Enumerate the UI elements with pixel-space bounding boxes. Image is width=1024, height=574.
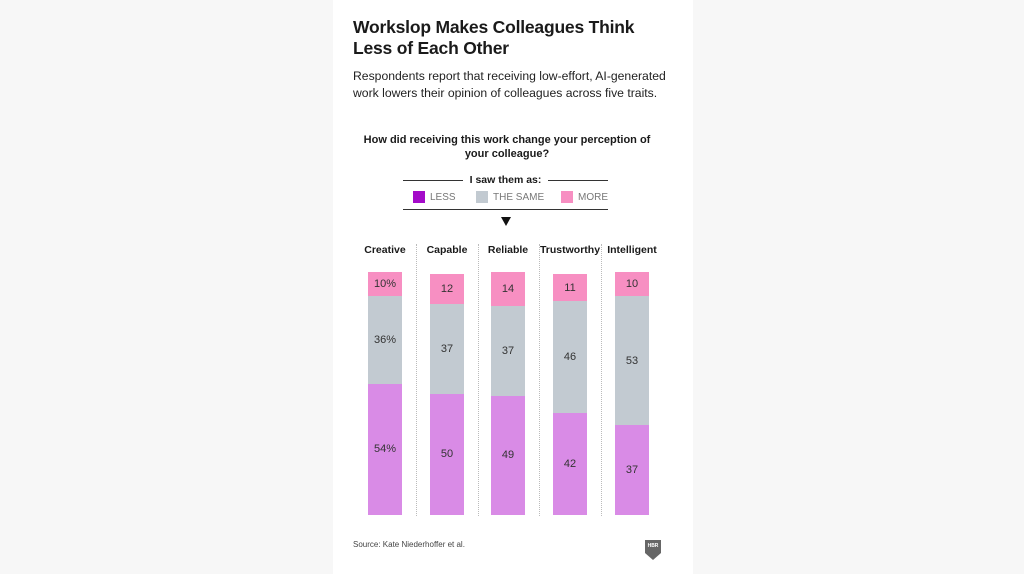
bar-segment-less-reliable: 49 <box>491 395 525 515</box>
chart-subtitle: Respondents report that receiving low-ef… <box>353 69 666 100</box>
bar-segment-less-creative: 54% <box>368 383 402 515</box>
chart-title: Workslop Makes Colleagues Think Less of … <box>353 17 635 58</box>
legend-swatch-less <box>413 191 425 203</box>
column-divider <box>416 244 417 516</box>
bar-segment-more-intelligent: 10 <box>615 272 649 297</box>
category-label-intelligent: Intelligent <box>607 244 657 256</box>
bar-reliable: 49 37 14 <box>491 272 525 515</box>
bar-trustworthy: 42 46 11 <box>553 272 587 515</box>
hbr-logo-text: HBR <box>648 543 659 549</box>
category-label-trustworthy: Trustworthy <box>539 244 601 256</box>
column-divider <box>601 244 602 516</box>
bar-segment-more-reliable: 14 <box>491 272 525 307</box>
legend-swatch-more <box>561 191 573 203</box>
legend-swatch-same <box>476 191 488 203</box>
legend-label-more: MORE <box>578 191 608 203</box>
legend-heading-text: I saw them as: <box>465 174 546 186</box>
legend-label-less: LESS <box>430 191 456 203</box>
bar-segment-the-same-reliable: 37 <box>491 306 525 396</box>
bar-intelligent: 37 53 10 <box>615 272 649 515</box>
legend-rule-left <box>403 180 463 181</box>
category-label-capable: Capable <box>426 244 468 256</box>
column-divider <box>478 244 479 516</box>
legend-label-same: THE SAME <box>493 191 545 203</box>
bar-segment-more-trustworthy: 11 <box>553 274 587 302</box>
legend-item-same: THE SAME <box>476 190 544 204</box>
column-divider <box>539 244 540 516</box>
category-label-creative: Creative <box>364 244 406 256</box>
bar-segment-the-same-trustworthy: 46 <box>553 301 587 413</box>
bar-segment-less-trustworthy: 42 <box>553 412 587 515</box>
legend-rule-bottom <box>403 209 608 210</box>
down-arrow-icon <box>501 217 511 226</box>
legend-item-more: MORE <box>561 190 608 204</box>
legend-heading: I saw them as: <box>403 174 608 186</box>
bar-segment-more-capable: 12 <box>430 274 464 304</box>
bar-segment-less-intelligent: 37 <box>615 425 649 515</box>
bar-segment-more-creative: 10% <box>368 272 402 297</box>
bar-segment-the-same-capable: 37 <box>430 303 464 394</box>
hbr-logo-icon: HBR <box>645 540 661 560</box>
bar-segment-less-capable: 50 <box>430 393 464 515</box>
category-label-reliable: Reliable <box>487 244 529 256</box>
bar-capable: 50 37 12 <box>430 272 464 515</box>
bar-segment-the-same-intelligent: 53 <box>615 296 649 426</box>
source-note: Source: Kate Niederhoffer et al. <box>353 540 465 549</box>
bar-segment-the-same-creative: 36% <box>368 296 402 384</box>
legend-item-less: LESS <box>413 190 456 204</box>
bar-creative: 54% 36% 10% <box>368 272 402 515</box>
legend-rule-right <box>548 180 608 181</box>
chart-question: How did receiving this work change your … <box>363 134 651 160</box>
